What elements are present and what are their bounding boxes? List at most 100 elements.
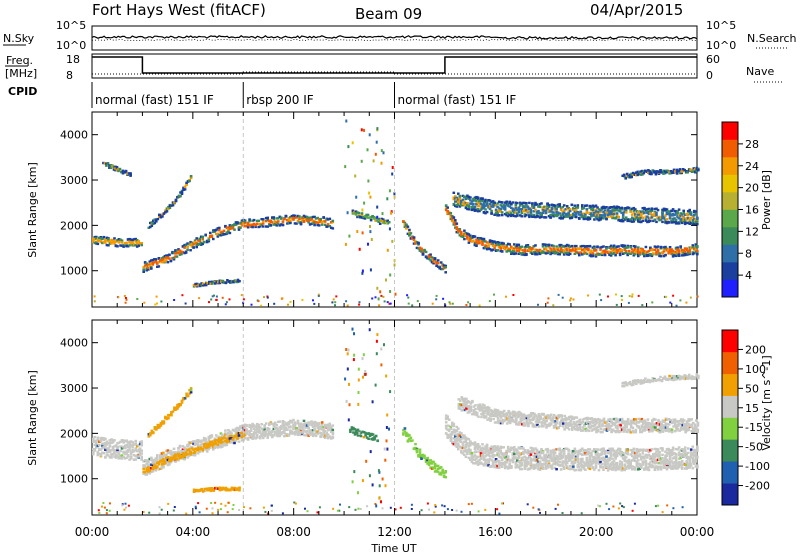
heatmap-cell: [561, 249, 564, 252]
heatmap-cell: [677, 221, 681, 224]
heatmap-cell: [418, 448, 422, 451]
heatmap-cell: [570, 249, 574, 252]
heatmap-cell: [184, 302, 187, 305]
heatmap-cell: [166, 463, 170, 467]
heatmap-cell: [205, 441, 209, 444]
heatmap-cell: [559, 243, 563, 247]
heatmap-cell: [526, 206, 530, 209]
heatmap-cell: [457, 435, 460, 438]
heatmap-cell: [299, 425, 303, 429]
heatmap-cell: [469, 442, 472, 445]
heatmap-cell: [525, 462, 528, 465]
heatmap-cell: [546, 459, 549, 463]
heatmap-cell: [148, 471, 152, 474]
heatmap-cell: [575, 248, 578, 251]
heatmap-cell: [514, 456, 518, 460]
heatmap-cell: [531, 202, 534, 205]
heatmap-cell: [635, 216, 639, 219]
heatmap-cell: [148, 457, 152, 461]
heatmap-cell: [268, 427, 271, 431]
heatmap-cell: [579, 452, 583, 456]
heatmap-cell: [157, 260, 161, 264]
heatmap-cell: [552, 215, 555, 218]
heatmap-cell: [129, 452, 133, 456]
heatmap-cell: [649, 253, 652, 256]
heatmap-cell: [156, 454, 159, 457]
heatmap-cell: [686, 249, 690, 253]
heatmap-cell: [202, 445, 206, 448]
heatmap-cell: [187, 243, 191, 246]
heatmap-cell: [213, 294, 215, 297]
heatmap-cell: [497, 200, 501, 203]
heatmap-cell: [686, 171, 689, 174]
heatmap-cell: [213, 444, 217, 447]
heatmap-cell: [600, 299, 603, 302]
heatmap-cell: [615, 206, 619, 209]
heatmap-cell: [129, 451, 133, 454]
heatmap-cell: [154, 469, 158, 472]
heatmap-cell: [112, 165, 116, 168]
heatmap-cell: [679, 218, 682, 221]
heatmap-cell: [511, 201, 515, 204]
heatmap-cell: [549, 247, 552, 250]
heatmap-cell: [470, 460, 474, 464]
heatmap-cell: [493, 293, 495, 296]
heatmap-cell: [485, 248, 489, 251]
heatmap-cell: [157, 461, 161, 464]
heatmap-cell: [593, 218, 596, 221]
heatmap-cell: [475, 241, 478, 244]
heatmap-cell: [124, 301, 127, 304]
heatmap-cell: [506, 247, 510, 250]
heatmap-cell: [487, 242, 490, 245]
heatmap-cell: [647, 207, 651, 211]
heatmap-cell: [522, 452, 525, 455]
heatmap-cell: [233, 279, 237, 282]
heatmap-cell: [444, 208, 448, 212]
heatmap-cell: [314, 424, 318, 427]
heatmap-cell: [544, 459, 548, 463]
heatmap-cell: [266, 428, 269, 432]
heatmap-cell: [278, 434, 282, 438]
heatmap-cell: [131, 448, 134, 452]
heatmap-cell: [196, 444, 200, 447]
heatmap-cell: [264, 432, 268, 435]
heatmap-cell: [526, 450, 530, 453]
heatmap-cell: [529, 464, 533, 468]
heatmap-cell: [234, 221, 238, 224]
heatmap-cell: [172, 454, 176, 458]
heatmap-cell: [517, 446, 521, 449]
heatmap-cell: [540, 250, 543, 253]
heatmap-cell: [485, 245, 489, 248]
heatmap-cell: [261, 428, 265, 432]
heatmap-cell: [481, 454, 484, 457]
heatmap-cell: [564, 215, 567, 218]
heatmap-cell: [408, 228, 411, 232]
heatmap-cell: [611, 215, 614, 218]
heatmap-cell: [615, 303, 618, 306]
heatmap-cell: [674, 220, 678, 224]
heatmap-cell: [455, 437, 459, 440]
heatmap-cell: [218, 439, 221, 442]
heatmap-cell: [561, 455, 564, 458]
heatmap-cell: [493, 213, 496, 216]
heatmap-cell: [568, 245, 572, 248]
heatmap-cell: [186, 180, 190, 183]
heatmap-cell: [623, 248, 626, 251]
heatmap-cell: [426, 458, 429, 462]
heatmap-cell: [634, 215, 637, 219]
heatmap-cell: [143, 464, 147, 467]
heatmap-cell: [491, 202, 495, 205]
heatmap-cell: [587, 245, 590, 248]
heatmap-cell: [202, 439, 206, 442]
heatmap-cell: [424, 255, 428, 258]
heatmap-cell: [628, 295, 631, 298]
heatmap-cell: [579, 449, 583, 452]
heatmap-cell: [186, 246, 189, 249]
heatmap-cell: [516, 457, 519, 460]
heatmap-cell: [556, 213, 560, 217]
heatmap-cell: [320, 421, 324, 424]
heatmap-cell: [620, 244, 623, 248]
heatmap-cell: [295, 429, 298, 432]
heatmap-cell: [520, 245, 524, 248]
heatmap-cell: [432, 466, 435, 469]
